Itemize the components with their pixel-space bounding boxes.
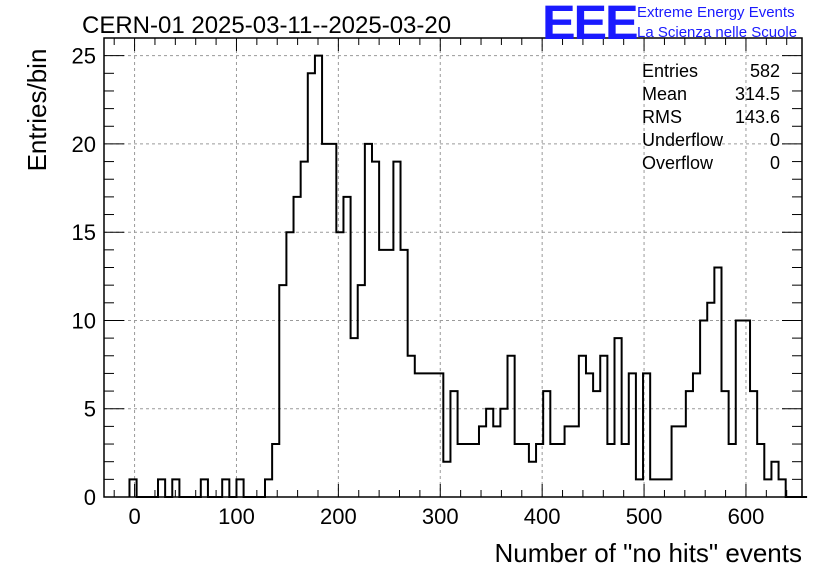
stats-overflow-label: Overflow [642,153,714,173]
x-tick-label: 600 [728,504,765,529]
chart-title: CERN-01 2025-03-11--2025-03-20 [82,12,452,39]
stats-underflow-label: Underflow [642,130,724,150]
y-axis-label: Entries/bin [22,48,52,172]
stats-rms-label: RMS [642,107,682,127]
y-tick-label: 20 [72,132,96,157]
x-tick-label: 0 [128,504,140,529]
stats-box: Entries 582 Mean 314.5 RMS 143.6 Underfl… [642,60,780,175]
stats-row-rms: RMS 143.6 [642,106,780,129]
x-tick-label: 500 [626,504,663,529]
x-tick-label: 400 [524,504,561,529]
stats-mean-value: 314.5 [734,84,780,104]
y-tick-label: 15 [72,220,96,245]
x-axis-label: Number of "no hits" events [494,538,803,568]
x-tick-label: 200 [320,504,357,529]
x-tick-label: 100 [218,504,255,529]
stats-entries-value: 582 [749,61,780,81]
histogram-series [128,54,808,498]
y-tick-label: 5 [84,397,96,422]
eee-logo: EEE [542,0,639,50]
stats-row-underflow: Underflow 0 [642,129,780,152]
stats-overflow-value: 0 [769,153,780,173]
stats-mean-label: Mean [642,84,688,104]
stats-row-entries: Entries 582 [642,60,780,83]
x-tick-label: 300 [422,504,459,529]
logo-line-2: La Scienza nelle Scuole [637,24,798,41]
stats-underflow-value: 0 [769,130,780,150]
y-tick-label: 0 [84,485,96,510]
stats-entries-label: Entries [642,61,699,81]
plot-frame [103,37,803,498]
stats-row-mean: Mean 314.5 [642,83,780,106]
logo-line-1: Extreme Energy Events [637,4,795,21]
y-tick-label: 10 [72,308,96,333]
stats-row-overflow: Overflow 0 [642,152,780,175]
stats-rms-value: 143.6 [734,107,780,127]
y-tick-label: 25 [72,44,96,69]
